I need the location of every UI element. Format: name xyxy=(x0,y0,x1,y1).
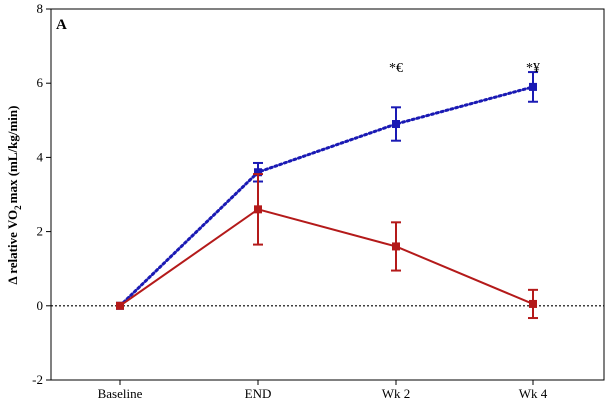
y-axis-title-subscript: 2 xyxy=(13,205,23,210)
data-point xyxy=(392,242,400,251)
data-point xyxy=(392,120,400,129)
panel-label: A xyxy=(56,17,67,33)
y-axis-title-main: Δ relative VO xyxy=(5,210,20,285)
data-point xyxy=(116,301,124,310)
x-tick-label: Baseline xyxy=(98,386,143,401)
series-line xyxy=(119,208,534,307)
y-tick-label: 6 xyxy=(37,75,44,90)
y-tick-label: 0 xyxy=(37,298,44,313)
series-line xyxy=(118,85,535,308)
x-tick-label: Wk 4 xyxy=(519,386,548,401)
y-axis-title-unit: max (mL/kg/min) xyxy=(5,106,20,204)
x-tick-label: Wk 2 xyxy=(382,386,411,401)
y-tick-label: 8 xyxy=(37,1,44,16)
plot-frame xyxy=(50,8,605,381)
y-axis: -2 0 2 4 6 8 xyxy=(32,1,51,387)
y-axis-title: Δ relative VO2max (mL/kg/min) xyxy=(5,106,23,285)
significance-annotation: *€ xyxy=(389,61,403,76)
series-1 xyxy=(116,71,538,310)
x-axis: Baseline END Wk 2 Wk 4 xyxy=(98,380,548,401)
x-tick-label: END xyxy=(245,386,272,401)
y-tick-label: -2 xyxy=(32,372,43,387)
annotations: *€ *¥ xyxy=(389,61,540,76)
data-point xyxy=(529,299,537,308)
data-point xyxy=(254,205,262,214)
series-layer xyxy=(116,71,538,320)
series-2 xyxy=(116,173,538,320)
data-point xyxy=(254,168,262,177)
plot-area-border xyxy=(50,8,605,381)
data-point xyxy=(529,82,537,91)
y-tick-label: 2 xyxy=(37,224,44,239)
y-tick-label: 4 xyxy=(37,149,44,164)
significance-annotation: *¥ xyxy=(526,61,540,76)
